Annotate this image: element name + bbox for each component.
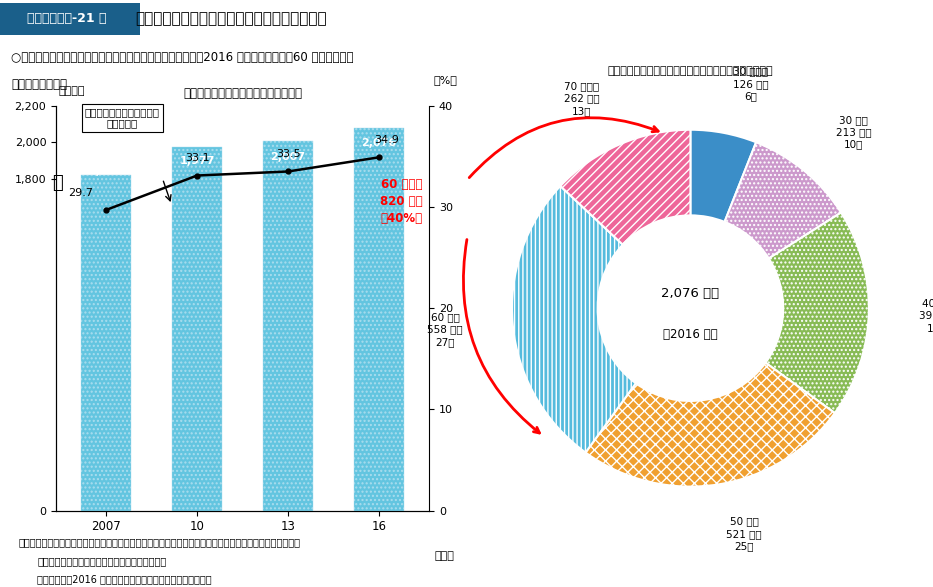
Text: 2,076 万人: 2,076 万人 <box>661 288 719 301</box>
Text: 40 歳台
397 万人
19％: 40 歳台 397 万人 19％ <box>919 298 933 333</box>
Text: 病気治療をしながら就労する者の状況について: 病気治療をしながら就労する者の状況について <box>135 11 327 26</box>
Bar <box>81 175 131 511</box>
Title: 病気治療をしながら就労する者の推移: 病気治療をしながら就労する者の推移 <box>183 87 302 100</box>
Wedge shape <box>512 186 636 453</box>
Text: （万人）: （万人） <box>59 86 85 96</box>
Text: 1,824: 1,824 <box>89 166 124 176</box>
Text: を占めている。: を占めている。 <box>11 78 67 91</box>
Text: 60 歳台
558 万人
27％: 60 歳台 558 万人 27％ <box>427 312 463 347</box>
Wedge shape <box>690 130 756 222</box>
Text: 50 歳台
521 万人
25％: 50 歳台 521 万人 25％ <box>726 517 761 551</box>
Wedge shape <box>561 130 690 245</box>
Text: ～: ～ <box>52 174 63 192</box>
Text: 70 歳以上
262 万人
13％: 70 歳以上 262 万人 13％ <box>564 81 600 116</box>
Text: 33.1: 33.1 <box>185 153 209 163</box>
Text: 資料出所　厚生労働省「国民生活基礎調査（健康票）」をもとに厚生労働省労働政策担当参事官室にて作成: 資料出所 厚生労働省「国民生活基礎調査（健康票）」をもとに厚生労働省労働政策担当… <box>19 537 300 547</box>
Text: 仕事のある者に対する割合
（右目盛）: 仕事のある者に対する割合 （右目盛） <box>85 107 160 129</box>
Text: （注）　１）集計対象には、入院者を含まない。: （注） １）集計対象には、入院者を含まない。 <box>37 556 167 566</box>
Text: （年）: （年） <box>435 551 454 561</box>
FancyBboxPatch shape <box>0 3 140 35</box>
Bar <box>172 147 222 511</box>
Text: 60 歳以上
820 万人
（40%）: 60 歳以上 820 万人 （40%） <box>380 178 423 225</box>
Text: （2016 年）: （2016 年） <box>663 329 717 342</box>
Text: ２）2016 年の数値は、熊本県を除いたものである。: ２）2016 年の数値は、熊本県を除いたものである。 <box>37 574 212 584</box>
Wedge shape <box>765 212 869 413</box>
Text: 29.7: 29.7 <box>68 188 93 198</box>
Text: 33.5: 33.5 <box>276 149 300 159</box>
Wedge shape <box>586 363 835 487</box>
Text: 2,007: 2,007 <box>271 152 306 162</box>
Wedge shape <box>725 142 841 258</box>
Text: （%）: （%） <box>434 75 457 85</box>
Text: ○　病気治療をしながら就労をする者は増加し続けており、2016 年時点において、60 歳以上が４割: ○ 病気治療をしながら就労をする者は増加し続けており、2016 年時点において、… <box>11 52 354 65</box>
Text: 34.9: 34.9 <box>374 135 398 145</box>
Bar <box>263 141 313 511</box>
Text: 第２－（１）-21 図: 第２－（１）-21 図 <box>27 12 107 25</box>
Text: 30 歳未満
126 万人
6％: 30 歳未満 126 万人 6％ <box>733 66 769 101</box>
Text: 2,076: 2,076 <box>361 138 397 148</box>
Text: 1,977: 1,977 <box>179 157 215 167</box>
Title: 年齢階級別にみた病気治療をしながら就労する者の割合: 年齢階級別にみた病気治療をしながら就労する者の割合 <box>607 66 773 76</box>
Text: 30 歳台
213 万人
10％: 30 歳台 213 万人 10％ <box>836 115 871 150</box>
Bar <box>355 129 404 511</box>
